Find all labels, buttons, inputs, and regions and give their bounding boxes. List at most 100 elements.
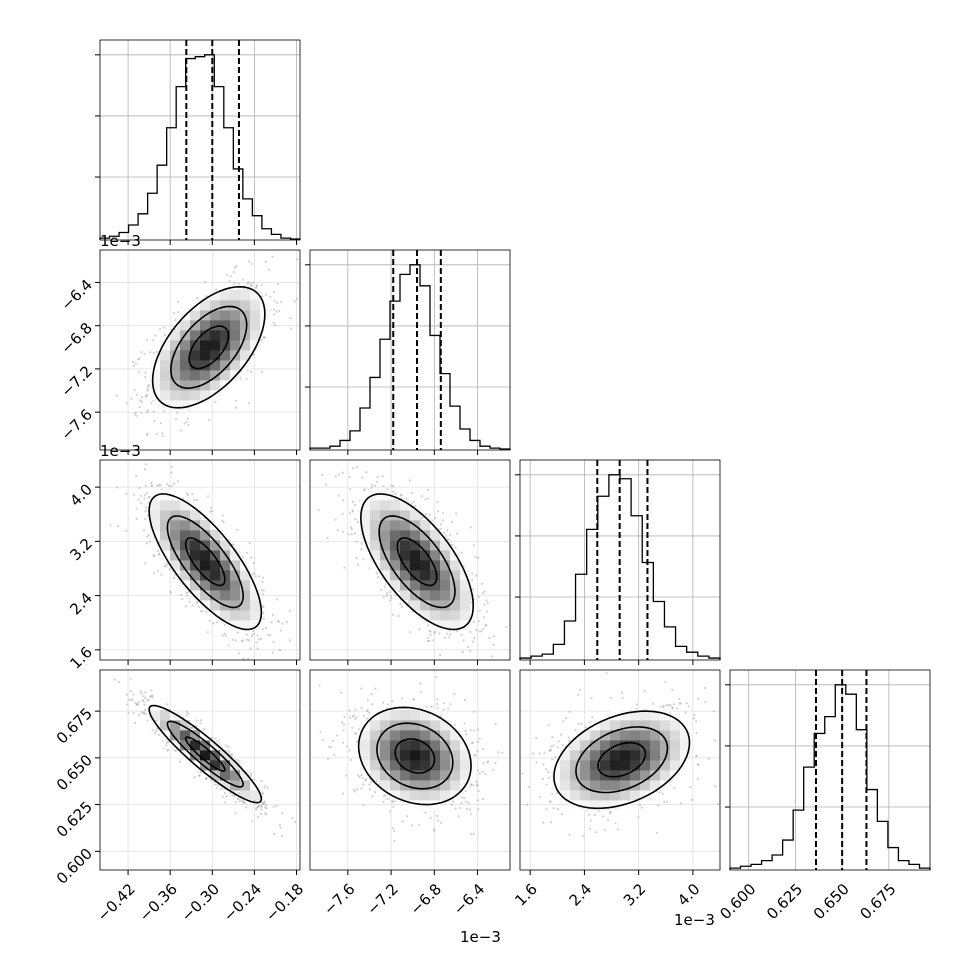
sample-point (148, 540, 152, 543)
sample-point (153, 419, 156, 423)
histogram-panel-2 (515, 459, 721, 665)
density-cell (410, 560, 421, 571)
sample-point (150, 689, 153, 692)
sample-point (151, 729, 154, 732)
density-cell (370, 510, 381, 521)
sample-point (472, 832, 475, 836)
density-cell (400, 550, 411, 561)
sample-point (380, 588, 383, 591)
density-cell (200, 560, 211, 571)
sample-point (155, 433, 158, 436)
sample-point (180, 593, 183, 596)
sample-point (255, 285, 258, 288)
sample-point (351, 467, 355, 470)
density-cell (160, 510, 171, 521)
sample-point (273, 324, 277, 327)
sample-point (336, 529, 339, 532)
sample-point (447, 707, 450, 710)
sample-point (449, 633, 452, 636)
sample-point (139, 690, 142, 693)
sample-point (262, 336, 265, 339)
sample-point (482, 627, 485, 631)
sample-point (278, 823, 281, 827)
sample-point (324, 483, 328, 486)
density-cell (390, 500, 401, 511)
sample-point (138, 357, 141, 360)
sample-point (242, 278, 245, 281)
sample-point (224, 801, 227, 804)
scatter-panel-1-0 (95, 249, 301, 455)
sample-point (353, 531, 356, 535)
sample-point (250, 284, 253, 287)
density-cell (370, 540, 381, 551)
density-cell (240, 590, 251, 601)
density-cell (180, 320, 191, 331)
sample-point (349, 526, 352, 529)
histogram-step-line (729, 684, 931, 870)
density-cell (170, 520, 181, 531)
sample-point (234, 812, 237, 815)
sample-point (125, 693, 128, 696)
sample-point (397, 614, 400, 618)
sample-point (255, 806, 258, 809)
density-cell (250, 320, 261, 331)
sample-point (273, 832, 276, 836)
sample-point (431, 639, 434, 642)
sample-point (185, 714, 189, 717)
sample-point (357, 563, 360, 566)
sample-point (252, 281, 255, 284)
histogram-frame (99, 39, 301, 241)
sample-point (135, 362, 138, 365)
sample-point (134, 411, 137, 414)
sample-point (275, 301, 279, 304)
sample-point (144, 697, 147, 700)
sample-point (150, 481, 153, 484)
density-cell (160, 370, 171, 381)
sample-point (146, 389, 149, 392)
sample-point (248, 542, 251, 545)
sample-point (443, 531, 446, 535)
sample-point (146, 385, 150, 388)
sample-point (146, 699, 149, 702)
sample-point (388, 599, 391, 602)
sample-point (146, 409, 149, 412)
sample-point (234, 406, 237, 409)
density-cell (190, 370, 201, 381)
sample-point (176, 411, 179, 414)
sample-point (294, 820, 297, 824)
sample-point (161, 435, 164, 438)
sample-point (227, 644, 230, 647)
density-cell (240, 320, 251, 331)
sample-point (138, 714, 141, 717)
sample-point (158, 552, 161, 555)
density-cell (440, 610, 451, 621)
sample-point (279, 629, 282, 632)
sample-point (483, 590, 486, 593)
sample-point (242, 555, 245, 558)
sample-point (269, 295, 272, 298)
sample-point (238, 800, 241, 803)
sample-point (350, 528, 353, 531)
sample-point (162, 747, 165, 750)
sample-point (266, 786, 269, 789)
sample-point (130, 397, 133, 400)
sample-point (113, 678, 116, 681)
sample-point (131, 361, 134, 364)
grid-lines (100, 40, 300, 240)
sample-point (158, 484, 161, 487)
sample-point (275, 310, 278, 313)
sample-point (257, 816, 260, 819)
sample-point (363, 489, 366, 492)
sample-point (225, 795, 228, 798)
sample-point (144, 712, 147, 715)
sample-point (439, 523, 443, 526)
density-cell (160, 380, 171, 391)
sample-point (146, 433, 149, 437)
sample-point (341, 512, 344, 516)
sample-point (348, 512, 351, 515)
sample-point (350, 533, 353, 536)
sample-point (462, 639, 465, 642)
grid-lines (730, 670, 930, 870)
density-cell (200, 350, 211, 361)
density-cell (460, 590, 471, 601)
